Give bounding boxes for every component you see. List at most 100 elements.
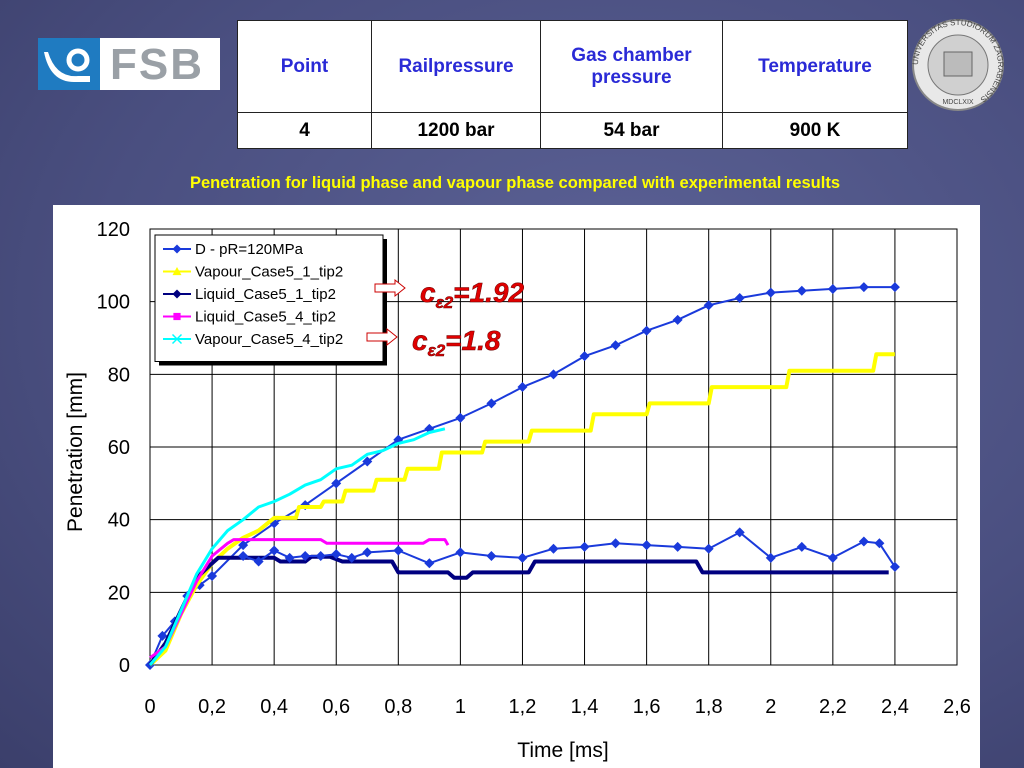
annotation: cε2=1.92 xyxy=(420,277,524,312)
x-tick-label: 1 xyxy=(455,696,466,718)
marker xyxy=(486,398,497,409)
marker xyxy=(424,558,435,569)
marker xyxy=(734,293,745,304)
marker xyxy=(641,325,652,336)
marker xyxy=(796,541,807,552)
marker xyxy=(703,300,714,311)
series-line xyxy=(148,554,889,667)
marker xyxy=(889,282,900,293)
annotation-arrow xyxy=(374,278,406,298)
x-tick-label: 2 xyxy=(765,696,776,718)
marker xyxy=(858,282,869,293)
x-tick-label: 1,4 xyxy=(571,696,599,718)
marker xyxy=(548,543,559,554)
annotation-rest: =1.92 xyxy=(453,277,524,308)
x-tick-label: 0 xyxy=(144,696,155,718)
seal: UNIVERSITAS STUDIORUM ZAGRABIENSIS MDCLX… xyxy=(911,18,1005,111)
legend-label: Vapour_Case5_4_tip2 xyxy=(195,331,343,348)
marker xyxy=(346,552,357,563)
annotation: cε2=1.8 xyxy=(412,325,501,360)
table-header: Temperature xyxy=(722,20,908,113)
marker xyxy=(171,333,183,345)
logo-icon xyxy=(44,48,90,82)
marker xyxy=(765,287,776,298)
parameter-table: Point Railpressure Gas chamber pressure … xyxy=(237,20,908,149)
marker xyxy=(362,547,373,558)
marker xyxy=(315,551,326,561)
x-tick-label: 0,8 xyxy=(384,696,412,718)
marker xyxy=(579,541,590,552)
marker xyxy=(641,540,652,551)
marker xyxy=(393,545,404,556)
marker xyxy=(172,289,182,299)
marker xyxy=(362,456,373,467)
marker xyxy=(269,545,280,556)
marker xyxy=(517,382,528,393)
table-cell: 900 K xyxy=(722,112,908,149)
logo-mark xyxy=(38,38,100,90)
marker xyxy=(455,412,466,423)
marker xyxy=(796,285,807,296)
x-tick-label: 2,2 xyxy=(819,696,847,718)
marker xyxy=(827,283,838,294)
marker xyxy=(455,547,466,558)
legend-label: Liquid_Case5_4_tip2 xyxy=(195,309,336,326)
marker xyxy=(548,369,559,380)
marker xyxy=(238,551,249,561)
x-axis-label: Time [ms] xyxy=(517,739,608,762)
annotation-base: c xyxy=(412,325,428,356)
y-tick-label: 40 xyxy=(108,510,130,532)
x-tick-label: 1,6 xyxy=(633,696,661,718)
plot-frame xyxy=(149,228,958,666)
annotation-sub: ε2 xyxy=(428,341,446,360)
annotation-base: c xyxy=(420,277,436,308)
marker xyxy=(331,549,342,560)
x-tick-label: 1,2 xyxy=(509,696,537,718)
marker xyxy=(703,543,714,554)
series-line xyxy=(149,286,895,666)
y-axis-label: Penetration [mm] xyxy=(64,372,87,532)
y-tick-label: 80 xyxy=(108,364,130,386)
marker xyxy=(579,351,590,362)
table-cell: 4 xyxy=(237,112,372,149)
x-tick-label: 2,4 xyxy=(881,696,909,718)
marker xyxy=(672,541,683,552)
marker xyxy=(207,570,218,581)
table-header: Gas chamber pressure xyxy=(540,20,723,113)
x-tick-label: 0,4 xyxy=(260,696,288,718)
marker xyxy=(765,552,776,563)
marker xyxy=(173,312,181,321)
marker xyxy=(172,267,182,276)
table-header: Point xyxy=(237,20,372,113)
marker xyxy=(253,556,264,567)
annotation-rest: =1.8 xyxy=(445,325,501,356)
y-tick-label: 20 xyxy=(108,582,130,604)
table-header: Railpressure xyxy=(371,20,541,113)
marker xyxy=(610,340,621,351)
logo-text: FSB xyxy=(110,40,204,89)
marker xyxy=(672,314,683,325)
logo: FSB xyxy=(38,38,220,90)
legend xyxy=(154,234,384,362)
y-tick-label: 0 xyxy=(119,655,130,677)
legend-label: Liquid_Case5_1_tip2 xyxy=(195,286,336,303)
marker xyxy=(331,478,342,489)
table-cell: 1200 bar xyxy=(371,112,541,149)
seal-year: MDCLXIX xyxy=(942,99,973,106)
series-line xyxy=(148,427,446,666)
y-tick-label: 100 xyxy=(97,292,130,314)
x-tick-label: 2,6 xyxy=(943,696,971,718)
marker xyxy=(486,551,497,561)
marker xyxy=(610,538,621,549)
marker xyxy=(858,536,869,547)
annotation-arrow xyxy=(366,327,398,347)
x-tick-label: 1,8 xyxy=(695,696,723,718)
legend-label: Vapour_Case5_1_tip2 xyxy=(195,264,343,281)
chart-title: Penetration for liquid phase and vapour … xyxy=(189,174,841,192)
y-tick-label: 60 xyxy=(108,437,130,459)
marker xyxy=(734,527,745,538)
marker xyxy=(827,552,838,563)
marker xyxy=(284,552,295,563)
